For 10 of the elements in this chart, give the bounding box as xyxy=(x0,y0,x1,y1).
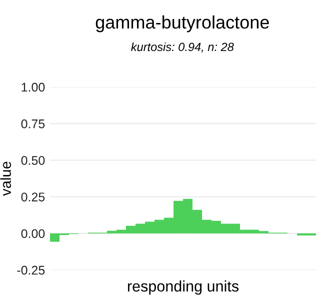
chart-title: gamma-butyrolactone xyxy=(96,15,269,32)
y-tick-label: 0.50 xyxy=(21,156,45,165)
y-tick-label: 0.00 xyxy=(21,229,45,238)
chart-subtitle: kurtosis: 0.94, n: 28 xyxy=(131,42,234,53)
y-tick-label: -0.25 xyxy=(17,266,45,275)
y-tick-label: 0.75 xyxy=(21,119,45,128)
y-axis-title: value xyxy=(0,162,11,196)
x-axis-title: responding units xyxy=(128,280,239,295)
y-tick-label: 0.25 xyxy=(21,192,45,202)
y-tick-label: 1.00 xyxy=(22,82,45,92)
